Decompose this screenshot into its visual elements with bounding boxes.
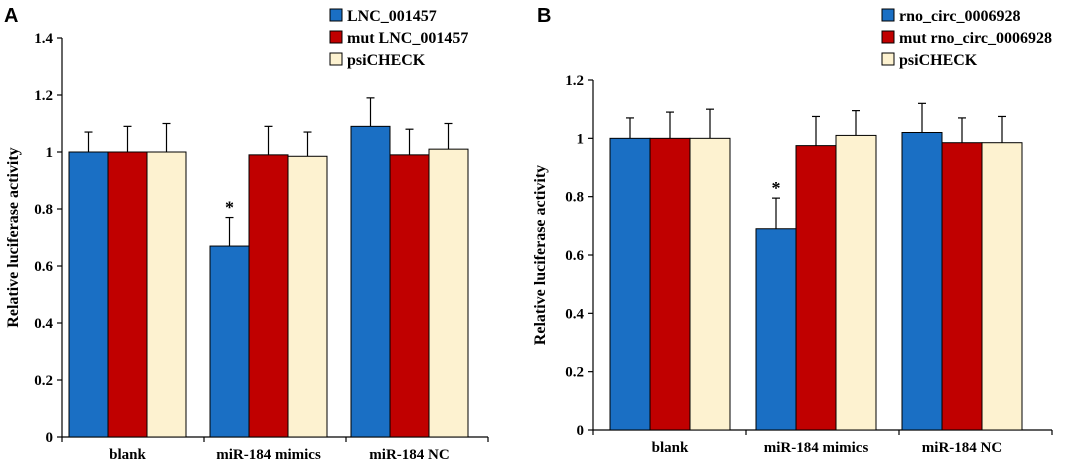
- bar: [981, 142, 1023, 431]
- x-category-label: miR-184 NC: [922, 440, 1002, 456]
- y-tick-label: 0: [46, 430, 54, 446]
- y-tick-label: 0.2: [34, 373, 53, 389]
- chart-panel-b: B Relative luciferase activity 0 0.2 0.4 0.6 0…: [532, 5, 1053, 456]
- bar: [901, 132, 943, 431]
- y-axis-label: Relative luciferase activity: [532, 165, 549, 345]
- bar: [107, 151, 148, 438]
- bar: [609, 137, 651, 431]
- bar: [428, 148, 469, 438]
- legend-label: rno_circ_0006928: [899, 8, 1020, 25]
- legend-label: mut LNC_001457: [347, 30, 468, 47]
- y-tick-label: 1.2: [565, 73, 584, 89]
- x-category-label: blank: [652, 440, 689, 456]
- bar: [389, 154, 430, 438]
- bar: [835, 134, 877, 431]
- panel-label: B: [537, 5, 551, 27]
- significance-annotation: *: [772, 178, 781, 198]
- bar: [689, 137, 731, 431]
- bar: [146, 151, 187, 438]
- bar: [795, 145, 837, 431]
- y-tick-label: 1: [577, 131, 585, 147]
- y-tick-label: 1: [46, 145, 54, 161]
- y-tick-label: 1.4: [34, 31, 53, 47]
- legend-swatch: [329, 52, 343, 66]
- legend-swatch: [881, 52, 895, 66]
- y-tick-label: 0.4: [565, 306, 584, 322]
- bar: [68, 151, 109, 438]
- y-tick-label: 0.8: [565, 190, 584, 206]
- bar: [755, 228, 797, 431]
- y-axis-label: Relative luciferase activity: [5, 147, 22, 327]
- bar: [350, 125, 391, 438]
- y-tick-label: 0.2: [565, 365, 584, 381]
- x-category-label: miR-184 mimics: [764, 440, 869, 456]
- bar: [941, 142, 983, 431]
- y-tick-label: 0.6: [565, 248, 584, 264]
- x-category-label: blank: [109, 447, 146, 463]
- chart-panel-a: A Relative luciferase activity 0 0.2 0.4 0.6 0…: [4, 5, 489, 463]
- y-tick-label: 0.4: [34, 316, 53, 332]
- x-category-label: miR-184 mimics: [216, 447, 321, 463]
- legend-swatch: [329, 8, 343, 22]
- legend-label: psiCHECK: [899, 52, 978, 69]
- y-tick-label: 1.2: [34, 88, 53, 104]
- legend-label: psiCHECK: [347, 52, 426, 69]
- legend-swatch: [329, 30, 343, 44]
- bar: [287, 155, 328, 438]
- y-tick-label: 0: [577, 423, 585, 439]
- bar: [248, 154, 289, 438]
- y-tick-label: 0.8: [34, 202, 53, 218]
- x-category-label: miR-184 NC: [369, 447, 449, 463]
- bar: [209, 245, 250, 438]
- panel-label: A: [4, 5, 18, 27]
- y-tick-label: 0.6: [34, 259, 53, 275]
- significance-annotation: *: [225, 198, 234, 218]
- legend-swatch: [881, 30, 895, 44]
- legend-label: mut rno_circ_0006928: [899, 30, 1052, 47]
- legend-label: LNC_001457: [347, 8, 437, 25]
- legend-swatch: [881, 8, 895, 22]
- bar: [649, 137, 691, 431]
